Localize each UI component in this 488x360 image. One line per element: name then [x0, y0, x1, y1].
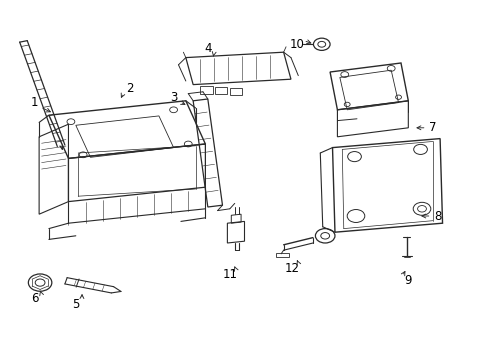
Bar — [276, 253, 288, 257]
Text: 3: 3 — [169, 91, 177, 104]
Text: 8: 8 — [433, 210, 441, 222]
Bar — [229, 88, 242, 95]
Bar — [200, 86, 212, 94]
Text: 9: 9 — [404, 274, 411, 287]
Text: 11: 11 — [222, 268, 237, 281]
Text: 4: 4 — [203, 42, 211, 55]
Text: 1: 1 — [30, 96, 38, 109]
Text: 5: 5 — [72, 298, 80, 311]
Bar — [215, 87, 227, 94]
Text: 7: 7 — [428, 121, 436, 134]
Text: 6: 6 — [31, 292, 39, 305]
Text: 2: 2 — [125, 82, 133, 95]
Text: 10: 10 — [289, 39, 304, 51]
Text: 12: 12 — [285, 262, 299, 275]
